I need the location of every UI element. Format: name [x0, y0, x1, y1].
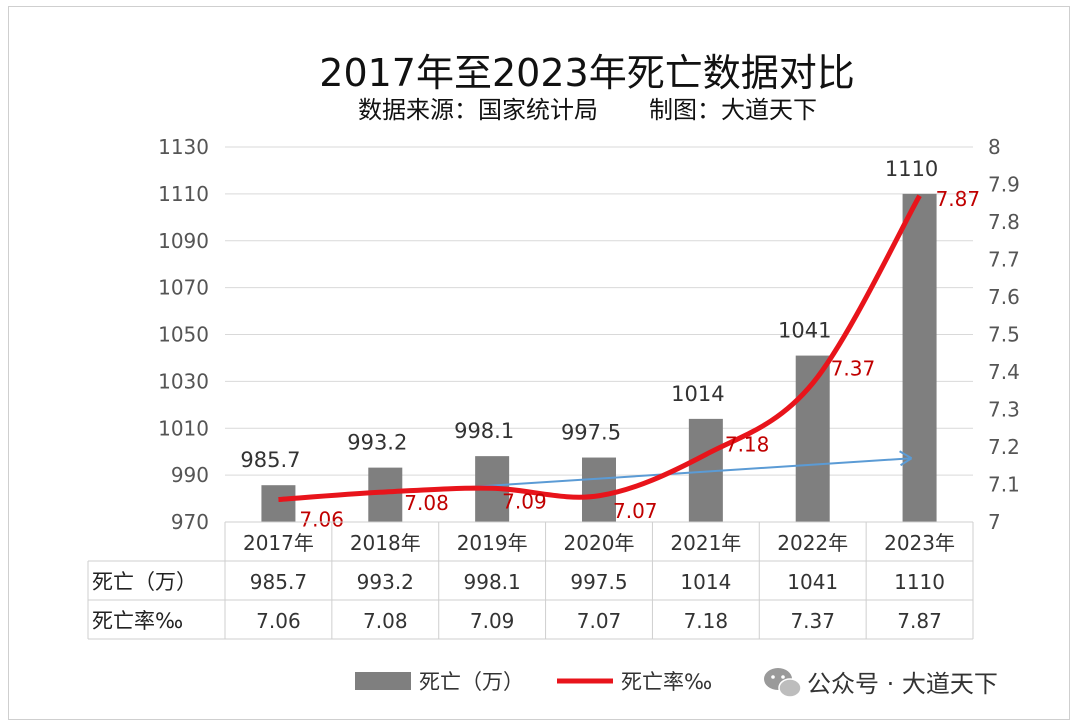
bar-data-labels: 985.7 993.2 998.1 997.5 1014 1041 1110 [240, 157, 938, 472]
legend-label-deaths: 死亡（万） [419, 670, 524, 694]
table-row-head: 死亡率‰ [92, 609, 183, 633]
data-table: 2017年 2018年 2019年 2020年 2021年 2022年 2023年死亡（万）… [87, 521, 974, 640]
table-cell: 7.06 [256, 609, 301, 633]
chart-source: 数据来源：国家统计局 [358, 96, 598, 124]
legend: 死亡（万） 死亡率‰ [355, 670, 712, 694]
chart-frame [8, 6, 1070, 720]
y-right-tick-label: 7.8 [988, 210, 1020, 234]
bar-data-label: 985.7 [240, 448, 300, 472]
table-cell: 7.87 [897, 609, 942, 633]
y-left-tick-label: 1010 [158, 416, 209, 440]
bar-data-label: 997.5 [561, 421, 621, 445]
line-data-labels: 7.06 7.08 7.09 7.07 7.18 7.37 7.87 [299, 187, 980, 532]
y-left-tick-label: 1110 [158, 182, 209, 206]
y-right-tick-label: 7.3 [988, 398, 1020, 422]
y-right-tick-label: 7.6 [988, 285, 1020, 309]
y-left-tick-label: 990 [171, 463, 209, 487]
rate-data-label: 7.37 [831, 356, 876, 380]
line-series [278, 194, 922, 502]
table-cell: 998.1 [464, 570, 521, 594]
watermark-text: 公众号 · 大道天下 [807, 670, 998, 698]
y-left-tick-label: 1030 [158, 369, 209, 393]
table-cell: 7.08 [363, 609, 408, 633]
x-axis-category-label: 2020年 [564, 531, 635, 555]
x-axis-category-label: 2017年 [243, 531, 314, 555]
table-cell: 7.09 [470, 609, 515, 633]
x-axis-category-label: 2022年 [777, 531, 848, 555]
bar-data-label: 1014 [671, 382, 724, 406]
y-right-tick-label: 7.2 [988, 435, 1020, 459]
y-left-tick-label: 1130 [158, 135, 209, 159]
chart-credit: 制图：大道天下 [649, 96, 817, 124]
rate-data-label: 7.87 [936, 187, 981, 211]
table-cell: 7.07 [577, 609, 622, 633]
table-cell: 1110 [894, 570, 945, 594]
legend-label-rate: 死亡率‰ [621, 670, 712, 694]
rate-data-label: 7.07 [613, 499, 658, 523]
y-right-tick-label: 7.7 [988, 248, 1020, 272]
y-left-tick-label: 1070 [158, 276, 209, 300]
legend-swatch-deaths [355, 672, 411, 690]
y-left-tick-label: 1090 [158, 229, 209, 253]
rate-data-label: 7.06 [299, 508, 344, 532]
x-axis-category-label: 2019年 [457, 531, 528, 555]
table-cell: 985.7 [250, 570, 307, 594]
y-right-tick-label: 7.9 [988, 173, 1020, 197]
rate-data-label: 7.18 [725, 433, 770, 457]
y-right-tick-label: 7.5 [988, 323, 1020, 347]
table-cell: 1014 [680, 570, 731, 594]
rate-line [278, 194, 922, 502]
watermark: 公众号 · 大道天下 [764, 668, 998, 698]
bar [582, 457, 616, 522]
y-left-tick-label: 1050 [158, 323, 209, 347]
y-right-tick-label: 7.1 [988, 473, 1020, 497]
bar-data-label: 993.2 [347, 431, 407, 455]
chart-title: 2017年至2023年死亡数据对比 [319, 51, 854, 95]
rate-data-label: 7.09 [502, 489, 547, 513]
x-axis-category-label: 2023年 [884, 531, 955, 555]
y-axis-left: 970 990 1010 1030 1050 1070 1090 1110 1130 [158, 135, 209, 534]
y-right-tick-label: 7.4 [988, 360, 1020, 384]
bar-data-label: 1041 [778, 319, 831, 343]
table-cell: 7.18 [684, 609, 729, 633]
bar-data-label: 1110 [885, 157, 938, 181]
table-cell: 1041 [787, 570, 838, 594]
table-cell: 7.37 [790, 609, 835, 633]
rate-data-label: 7.08 [404, 491, 449, 515]
wechat-icon [764, 668, 802, 698]
bar-data-label: 998.1 [454, 419, 514, 443]
y-right-tick-label: 8 [988, 135, 1001, 159]
y-axis-right: 7 7.1 7.2 7.3 7.4 7.5 7.6 7.7 7.8 7.9 8 [988, 135, 1020, 534]
y-right-tick-label: 7 [988, 510, 1001, 534]
bar [902, 193, 937, 522]
table-row-head: 死亡（万） [92, 570, 197, 594]
table-cell: 993.2 [357, 570, 414, 594]
bar [261, 485, 296, 522]
table-cell: 997.5 [570, 570, 627, 594]
trendline-arrowhead [899, 450, 913, 467]
y-left-tick-label: 970 [171, 510, 209, 534]
x-axis-category-label: 2018年 [350, 531, 421, 555]
x-axis-category-label: 2021年 [670, 531, 741, 555]
